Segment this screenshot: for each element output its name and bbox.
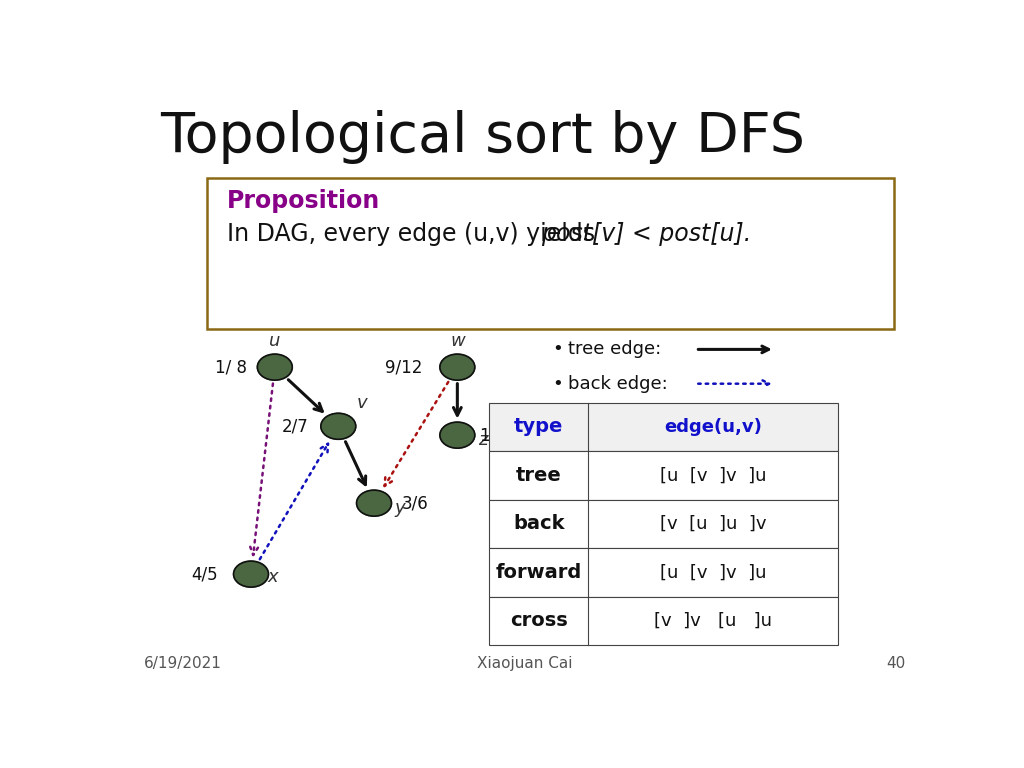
Bar — [489, 548, 839, 597]
Text: 1/ 8: 1/ 8 — [215, 358, 247, 376]
Text: 10/11: 10/11 — [479, 426, 527, 444]
Text: •: • — [553, 443, 563, 462]
Circle shape — [356, 490, 391, 516]
Text: •: • — [553, 409, 563, 427]
Text: 2/7: 2/7 — [282, 417, 308, 435]
Circle shape — [440, 354, 475, 380]
Bar — [489, 451, 839, 500]
Text: •: • — [553, 375, 563, 392]
Text: [v  ]v   [u   ]u: [v ]v [u ]u — [654, 612, 772, 630]
Text: forward: forward — [496, 563, 582, 582]
Text: 40: 40 — [887, 656, 905, 670]
Text: 9/12: 9/12 — [385, 358, 422, 376]
Text: forward edge:: forward edge: — [568, 409, 694, 427]
Text: 6/19/2021: 6/19/2021 — [143, 656, 222, 670]
Text: Proposition: Proposition — [227, 189, 381, 213]
Text: Topological sort by DFS: Topological sort by DFS — [160, 110, 805, 164]
Text: 4/5: 4/5 — [191, 565, 218, 583]
Text: [u  [v  ]v  ]u: [u [v ]v ]u — [660, 466, 767, 485]
Text: back edge:: back edge: — [568, 375, 669, 392]
Circle shape — [257, 354, 292, 380]
Text: Xiaojuan Cai: Xiaojuan Cai — [477, 656, 572, 670]
Text: edge(u,v): edge(u,v) — [665, 418, 762, 436]
Text: cross: cross — [510, 611, 567, 631]
Text: [u  [v  ]v  ]u: [u [v ]v ]u — [660, 564, 767, 581]
Text: 3/6: 3/6 — [401, 494, 429, 512]
Text: [v  [u  ]u  ]v: [v [u ]u ]v — [660, 515, 767, 533]
Circle shape — [440, 422, 475, 449]
Circle shape — [321, 413, 355, 439]
Text: cross edge:: cross edge: — [568, 443, 672, 462]
Text: u: u — [269, 332, 281, 349]
Text: •: • — [553, 340, 563, 359]
Bar — [489, 597, 839, 645]
Text: y: y — [394, 499, 404, 517]
Circle shape — [233, 561, 268, 587]
Bar — [489, 402, 839, 451]
Text: back: back — [513, 515, 564, 533]
Text: w: w — [450, 332, 465, 349]
Text: post[v] < post[u].: post[v] < post[u]. — [541, 222, 751, 247]
Text: z: z — [478, 431, 487, 449]
Text: tree: tree — [516, 466, 561, 485]
Text: In DAG, every edge (u,v) yields: In DAG, every edge (u,v) yields — [227, 222, 603, 247]
Text: x: x — [268, 568, 279, 586]
Text: tree edge:: tree edge: — [568, 340, 662, 359]
Bar — [207, 178, 894, 329]
Bar — [489, 500, 839, 548]
Text: type: type — [514, 417, 563, 436]
Text: v: v — [356, 394, 368, 412]
